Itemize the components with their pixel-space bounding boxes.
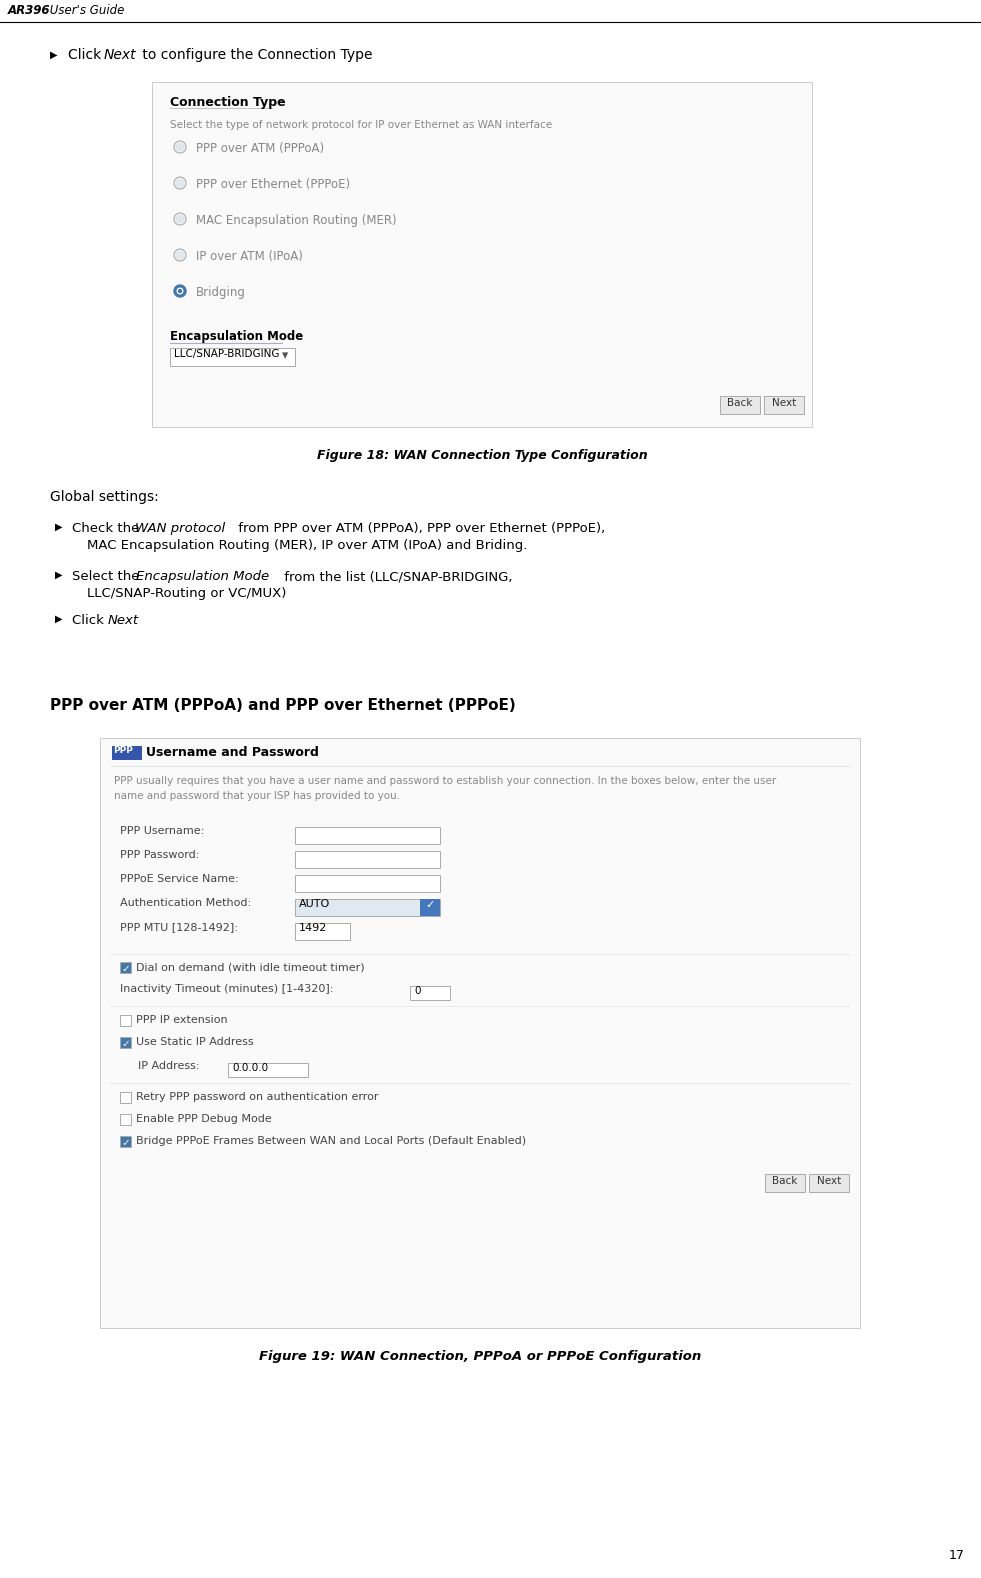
Text: Inactivity Timeout (minutes) [1-4320]:: Inactivity Timeout (minutes) [1-4320]: bbox=[120, 985, 334, 994]
Bar bbox=[170, 349, 295, 366]
Bar bbox=[120, 1015, 131, 1026]
Text: Next: Next bbox=[772, 398, 797, 409]
Text: IP over ATM (IPoA): IP over ATM (IPoA) bbox=[196, 249, 303, 264]
Text: Select the: Select the bbox=[72, 570, 144, 582]
Circle shape bbox=[179, 289, 181, 292]
Bar bbox=[420, 899, 440, 915]
Text: ✓: ✓ bbox=[122, 964, 130, 974]
Text: 0.0.0.0: 0.0.0.0 bbox=[232, 1064, 268, 1073]
Text: ✓: ✓ bbox=[122, 1138, 130, 1149]
Text: LLC/SNAP-Routing or VC/MUX): LLC/SNAP-Routing or VC/MUX) bbox=[87, 587, 286, 600]
Text: Use Static IP Address: Use Static IP Address bbox=[136, 1037, 254, 1046]
Text: 1492: 1492 bbox=[299, 923, 328, 933]
Text: PPP Password:: PPP Password: bbox=[120, 851, 199, 860]
Bar bbox=[228, 1064, 308, 1078]
Text: PPP usually requires that you have a user name and password to establish your co: PPP usually requires that you have a use… bbox=[114, 776, 776, 786]
Text: ▶: ▶ bbox=[55, 522, 63, 532]
Text: Check the: Check the bbox=[72, 522, 143, 535]
Text: Back: Back bbox=[772, 1176, 798, 1187]
Text: Encapsulation Mode: Encapsulation Mode bbox=[170, 330, 303, 342]
Text: ✓: ✓ bbox=[122, 1038, 130, 1049]
Circle shape bbox=[176, 178, 184, 188]
Text: Bridge PPPoE Frames Between WAN and Local Ports (Default Enabled): Bridge PPPoE Frames Between WAN and Loca… bbox=[136, 1136, 526, 1146]
Text: to configure the Connection Type: to configure the Connection Type bbox=[138, 47, 373, 62]
Text: WAN protocol: WAN protocol bbox=[135, 522, 225, 535]
Text: 17: 17 bbox=[950, 1550, 965, 1562]
Text: Global settings:: Global settings: bbox=[50, 491, 159, 503]
Text: PPP: PPP bbox=[113, 746, 132, 754]
Text: ▶: ▶ bbox=[50, 50, 58, 60]
Bar bbox=[410, 986, 450, 1000]
Bar bbox=[120, 1136, 131, 1147]
Text: PPPoE Service Name:: PPPoE Service Name: bbox=[120, 874, 238, 884]
Text: Username and Password: Username and Password bbox=[146, 746, 319, 759]
Bar bbox=[152, 82, 812, 428]
Text: Connection Type: Connection Type bbox=[170, 96, 285, 109]
Bar bbox=[295, 923, 350, 940]
Text: AUTO: AUTO bbox=[299, 899, 331, 909]
Bar bbox=[295, 827, 440, 844]
Text: Select the type of network protocol for IP over Ethernet as WAN interface: Select the type of network protocol for … bbox=[170, 120, 552, 129]
Text: Authentication Method:: Authentication Method: bbox=[120, 898, 251, 907]
Text: AR396: AR396 bbox=[8, 5, 50, 17]
Text: ▾: ▾ bbox=[282, 349, 288, 361]
Text: from PPP over ATM (PPPoA), PPP over Ethernet (PPPoE),: from PPP over ATM (PPPoA), PPP over Ethe… bbox=[234, 522, 605, 535]
Text: Figure 19: WAN Connection, PPPoA or PPPoE Configuration: Figure 19: WAN Connection, PPPoA or PPPo… bbox=[259, 1351, 701, 1363]
Text: PPP over ATM (PPPoA): PPP over ATM (PPPoA) bbox=[196, 142, 324, 155]
Text: User's Guide: User's Guide bbox=[46, 5, 125, 17]
Text: PPP over ATM (PPPoA) and PPP over Ethernet (PPPoE): PPP over ATM (PPPoA) and PPP over Ethern… bbox=[50, 697, 516, 713]
Bar bbox=[112, 746, 142, 761]
Text: 0: 0 bbox=[414, 986, 421, 996]
Circle shape bbox=[176, 215, 184, 222]
Text: PPP over Ethernet (PPPoE): PPP over Ethernet (PPPoE) bbox=[196, 178, 350, 191]
Text: from the list (LLC/SNAP-BRIDGING,: from the list (LLC/SNAP-BRIDGING, bbox=[280, 570, 512, 582]
Text: ✓: ✓ bbox=[426, 899, 435, 911]
Bar bbox=[809, 1174, 849, 1191]
Text: LLC/SNAP-BRIDGING: LLC/SNAP-BRIDGING bbox=[174, 349, 280, 360]
Text: PPP MTU [128-1492]:: PPP MTU [128-1492]: bbox=[120, 922, 237, 933]
Text: MAC Encapsulation Routing (MER), IP over ATM (IPoA) and Briding.: MAC Encapsulation Routing (MER), IP over… bbox=[87, 540, 528, 552]
Bar bbox=[120, 1114, 131, 1125]
Circle shape bbox=[176, 251, 184, 259]
Text: Enable PPP Debug Mode: Enable PPP Debug Mode bbox=[136, 1114, 272, 1124]
Bar bbox=[295, 874, 440, 892]
Bar bbox=[120, 1092, 131, 1103]
Bar bbox=[100, 739, 860, 1329]
Circle shape bbox=[176, 144, 184, 151]
Text: Next: Next bbox=[108, 614, 139, 626]
Text: ▶: ▶ bbox=[55, 614, 63, 623]
Text: Next: Next bbox=[817, 1176, 841, 1187]
Text: Dial on demand (with idle timeout timer): Dial on demand (with idle timeout timer) bbox=[136, 963, 365, 972]
Bar bbox=[765, 1174, 805, 1191]
Text: ▶: ▶ bbox=[55, 570, 63, 581]
Bar bbox=[295, 899, 440, 915]
Text: Encapsulation Mode: Encapsulation Mode bbox=[136, 570, 269, 582]
Bar bbox=[120, 963, 131, 974]
Text: Back: Back bbox=[727, 398, 752, 409]
Bar bbox=[120, 1037, 131, 1048]
Text: PPP Username:: PPP Username: bbox=[120, 825, 204, 836]
Text: IP Address:: IP Address: bbox=[138, 1060, 199, 1071]
Text: Next: Next bbox=[104, 47, 136, 62]
Text: Click: Click bbox=[72, 614, 108, 626]
Text: Bridging: Bridging bbox=[196, 286, 246, 298]
Text: Retry PPP password on authentication error: Retry PPP password on authentication err… bbox=[136, 1092, 379, 1101]
Text: PPP IP extension: PPP IP extension bbox=[136, 1015, 228, 1026]
Circle shape bbox=[174, 286, 186, 297]
Text: Figure 18: WAN Connection Type Configuration: Figure 18: WAN Connection Type Configura… bbox=[317, 450, 647, 462]
Bar bbox=[720, 396, 760, 413]
Bar bbox=[295, 851, 440, 868]
Bar bbox=[764, 396, 804, 413]
Circle shape bbox=[178, 289, 182, 294]
Text: MAC Encapsulation Routing (MER): MAC Encapsulation Routing (MER) bbox=[196, 215, 396, 227]
Text: name and password that your ISP has provided to you.: name and password that your ISP has prov… bbox=[114, 791, 400, 802]
Text: Click: Click bbox=[68, 47, 106, 62]
